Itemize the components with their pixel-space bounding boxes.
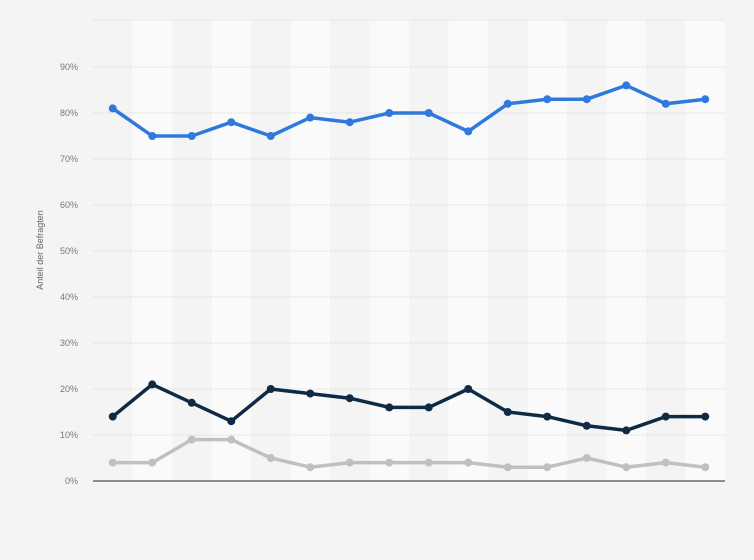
data-point — [148, 132, 157, 140]
data-point — [582, 454, 591, 462]
data-point — [187, 435, 196, 444]
data-point — [661, 458, 670, 467]
data-point — [266, 454, 275, 462]
data-point — [701, 95, 710, 104]
data-point — [464, 127, 473, 136]
y-tick-label: 50% — [60, 246, 78, 256]
column-band — [448, 20, 488, 481]
data-point — [661, 99, 670, 108]
column-band — [290, 20, 330, 481]
y-axis-label: Anteil der Befragten — [35, 210, 45, 290]
data-point — [582, 421, 591, 430]
series-line — [111, 83, 706, 138]
data-point — [345, 394, 354, 403]
data-point — [543, 463, 552, 472]
data-point — [622, 81, 631, 90]
y-tick-label: 10% — [60, 430, 78, 440]
series-2 — [108, 435, 710, 472]
data-point — [187, 132, 196, 140]
data-point — [701, 412, 710, 421]
data-point — [543, 95, 552, 104]
data-point — [503, 463, 512, 472]
data-point — [345, 458, 354, 467]
data-point — [464, 458, 473, 467]
data-point — [543, 412, 552, 421]
data-point — [424, 109, 433, 117]
data-point — [385, 109, 394, 117]
data-point — [503, 408, 512, 416]
data-point — [187, 398, 196, 407]
data-point — [108, 458, 117, 467]
data-point — [385, 403, 394, 412]
series-line — [112, 437, 706, 469]
data-point — [266, 132, 275, 140]
y-tick-label: 60% — [60, 200, 78, 210]
data-point — [661, 412, 670, 421]
data-point — [306, 463, 315, 472]
series-1 — [108, 380, 710, 435]
data-point — [622, 463, 631, 472]
y-tick-label: 20% — [60, 384, 78, 394]
data-point — [148, 380, 157, 389]
y-tick-label: 70% — [60, 154, 78, 164]
data-point — [306, 389, 315, 398]
data-point — [464, 385, 473, 393]
series-line — [111, 382, 706, 433]
series-0 — [108, 81, 710, 140]
data-point — [306, 113, 315, 122]
data-point — [227, 435, 236, 444]
data-point — [503, 99, 512, 108]
data-point — [385, 458, 394, 467]
data-point — [582, 95, 591, 104]
data-point — [701, 463, 710, 472]
y-tick-label: 80% — [60, 108, 78, 118]
data-point — [424, 403, 433, 412]
y-tick-label: 40% — [60, 292, 78, 302]
y-tick-label: 0% — [65, 476, 78, 486]
data-point — [227, 118, 236, 127]
y-tick-label: 30% — [60, 338, 78, 348]
data-point — [622, 426, 631, 435]
data-point — [424, 458, 433, 467]
data-point — [148, 458, 157, 467]
column-band — [132, 20, 172, 481]
data-point — [227, 417, 236, 426]
data-point — [266, 385, 275, 393]
data-point — [108, 412, 117, 421]
data-point — [108, 104, 117, 113]
data-point — [345, 118, 354, 127]
y-tick-label: 90% — [60, 62, 78, 72]
